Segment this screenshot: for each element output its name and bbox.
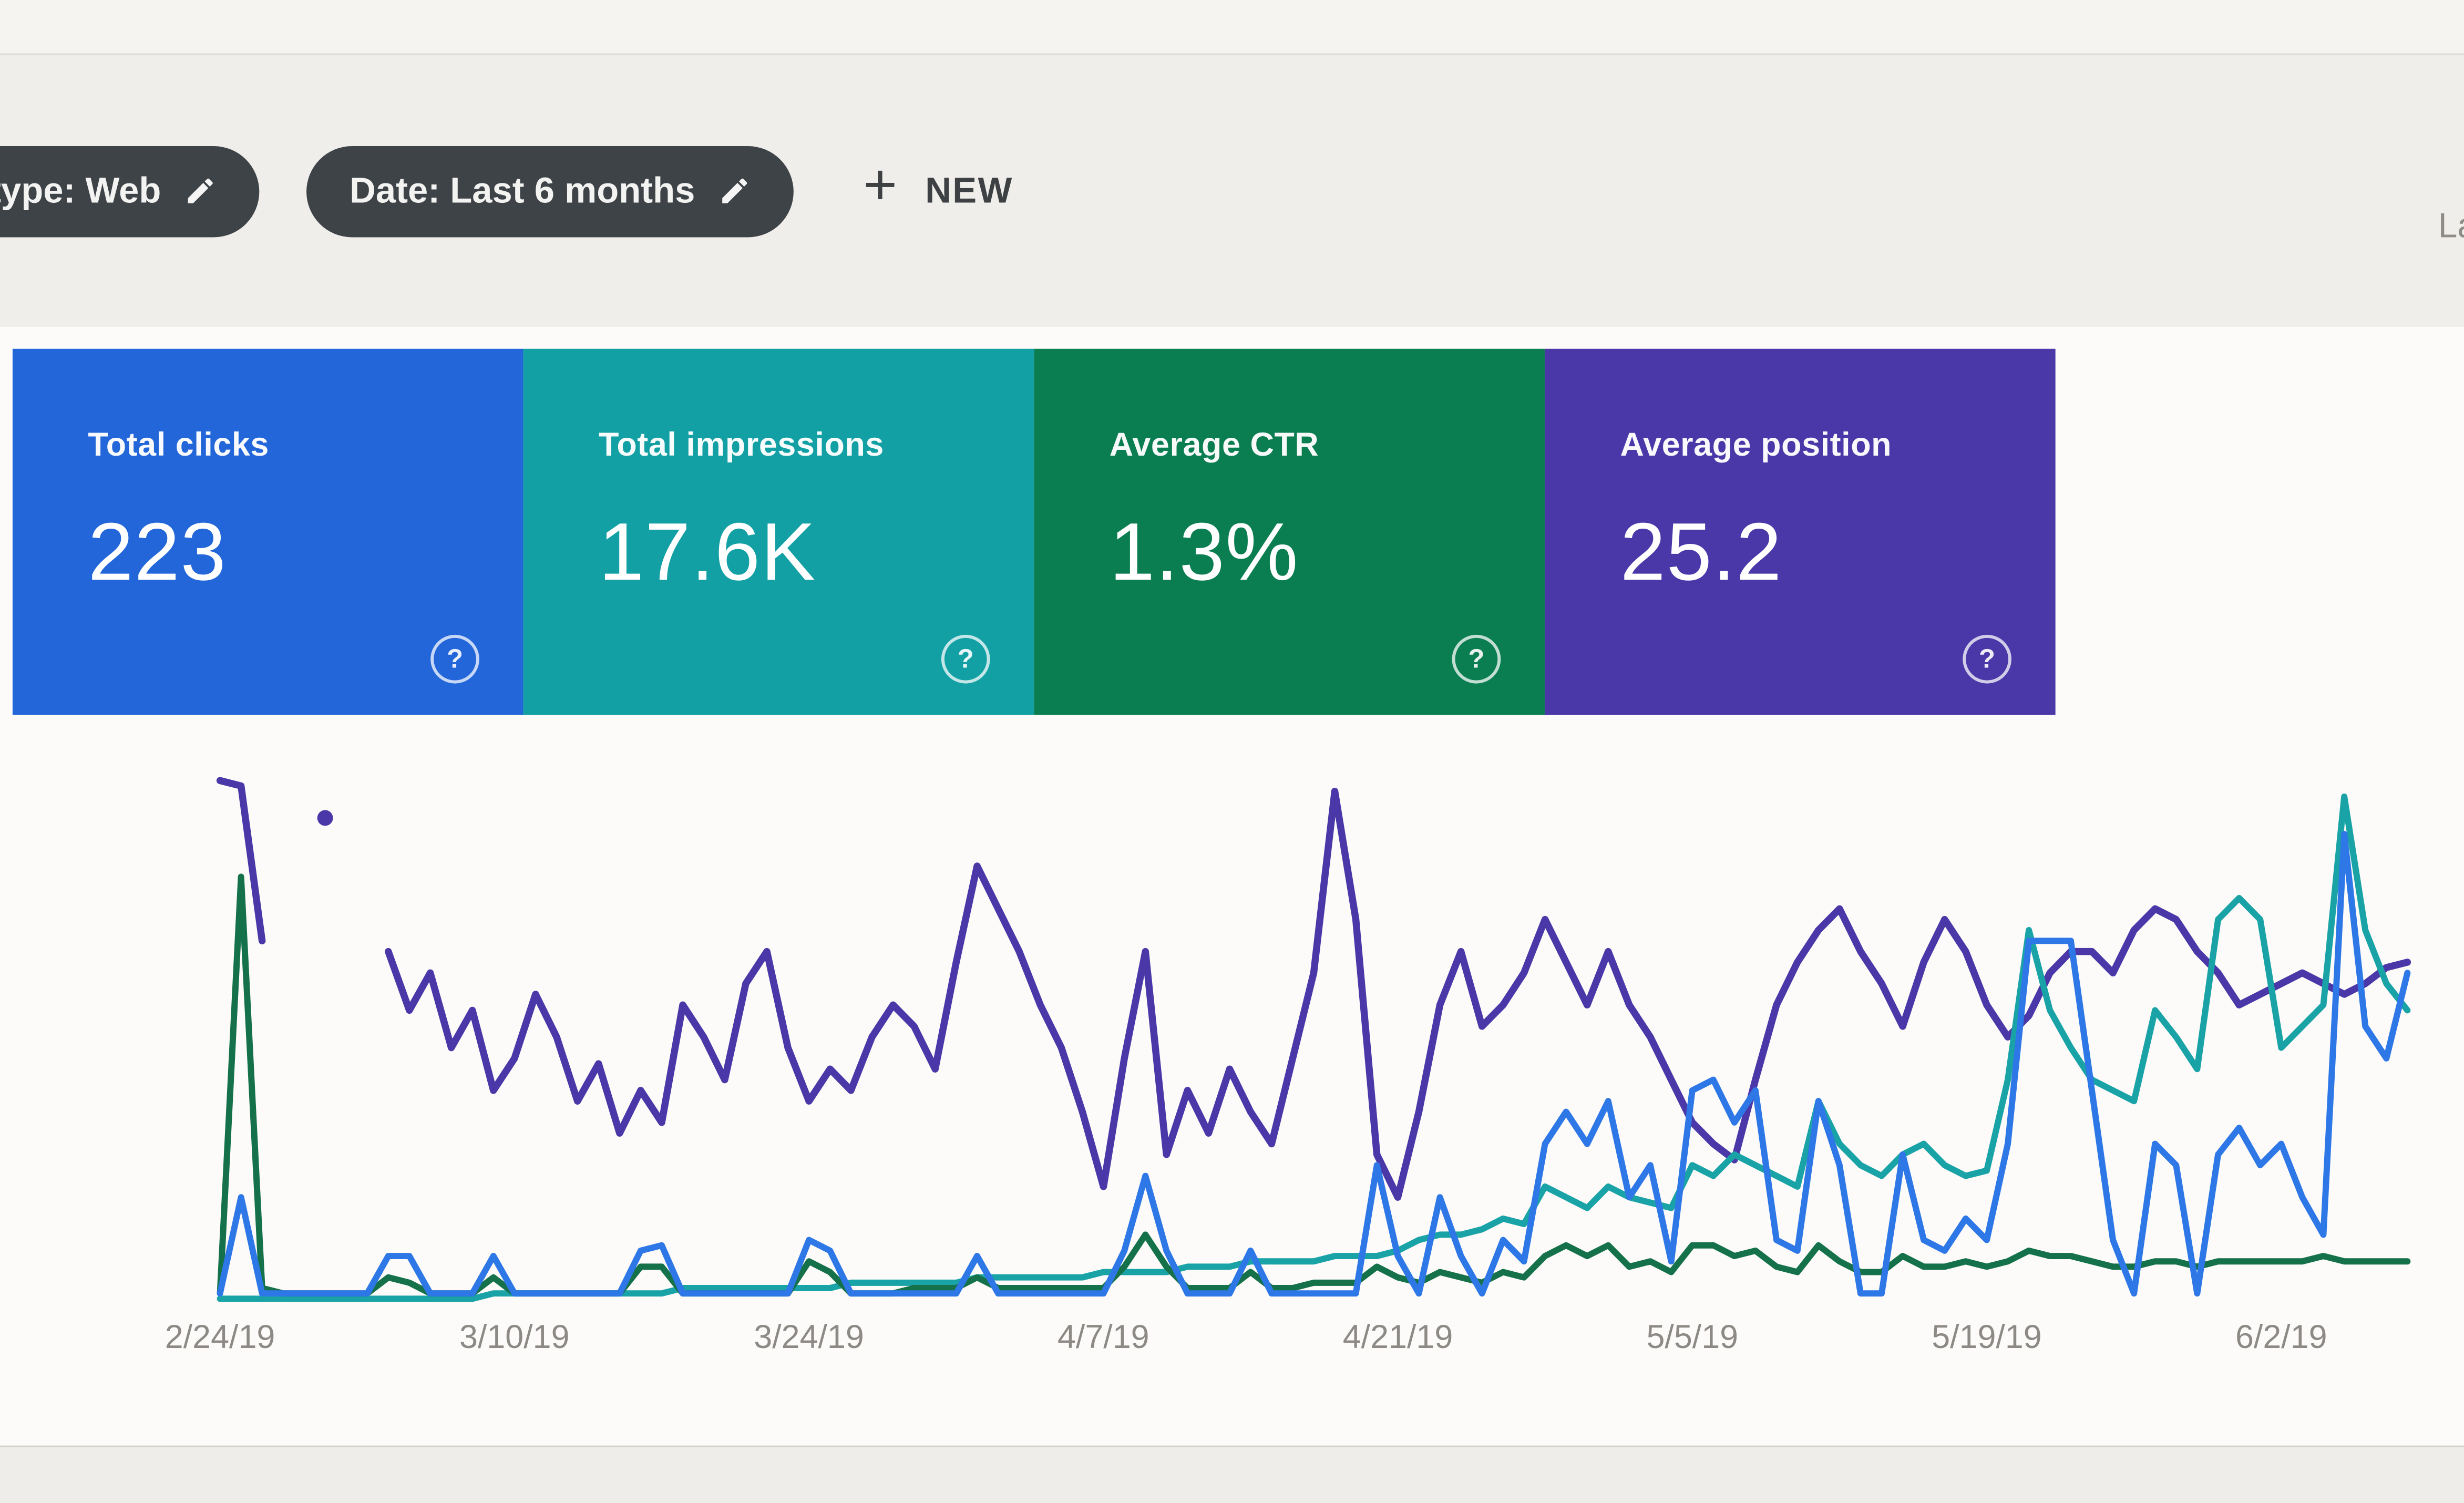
- metric-value: 223: [88, 507, 227, 599]
- metric-cards: Total clicks 223 Total impressions 17.6K…: [12, 348, 2464, 715]
- metric-label: Average CTR: [1109, 427, 1319, 464]
- pencil-icon[interactable]: [718, 174, 752, 208]
- question-circle-icon[interactable]: [1963, 634, 2011, 684]
- series-clicks-line: [217, 831, 2411, 1297]
- series-position-line: [216, 777, 266, 945]
- x-axis-label: 3/10/19: [459, 1320, 570, 1356]
- filter-chip-label: type: Web: [0, 169, 161, 211]
- metric-card-total-impressions[interactable]: Total impressions 17.6K: [523, 348, 1034, 715]
- series-ctr-line: [217, 873, 2411, 1297]
- metric-label: Total clicks: [88, 427, 269, 464]
- x-axis-label: 4/21/19: [1342, 1320, 1453, 1356]
- metric-value: 25.2: [1620, 507, 1783, 599]
- question-circle-icon[interactable]: [941, 634, 990, 684]
- series-position-line: [385, 787, 2411, 1201]
- metric-card-total-clicks[interactable]: Total clicks 223: [12, 348, 523, 715]
- page-bottom-margin: [0, 1447, 2464, 1503]
- x-axis-label: 5/19/19: [1932, 1320, 2042, 1356]
- question-circle-icon[interactable]: [1452, 634, 1501, 684]
- chart-canvas[interactable]: [0, 715, 2464, 1445]
- metric-label: Average position: [1620, 427, 1892, 464]
- x-axis-label: 2/24/19: [165, 1320, 275, 1356]
- question-circle-icon[interactable]: [430, 634, 479, 684]
- x-axis-label: 4/7/19: [1057, 1320, 1149, 1356]
- metric-card-average-ctr[interactable]: Average CTR 1.3%: [1034, 348, 1545, 715]
- metric-card-average-position[interactable]: Average position 25.2: [1544, 348, 2056, 715]
- x-axis-label: 5/5/19: [1646, 1320, 1739, 1356]
- series-impressions-line: [217, 793, 2411, 1302]
- metric-value: 17.6K: [599, 507, 816, 599]
- top-strip: [0, 0, 2464, 55]
- filter-chip-search-type[interactable]: type: Web: [0, 145, 260, 236]
- pencil-icon[interactable]: [184, 174, 218, 208]
- new-filter-label: NEW: [925, 169, 1013, 211]
- x-axis-label: 3/24/19: [754, 1320, 864, 1356]
- clipped-right-text: La: [2438, 205, 2464, 245]
- performance-chart[interactable]: 2/24/19 3/10/19 3/24/19 4/7/19 4/21/19 5/5/19…: [0, 715, 2464, 1445]
- metric-label: Total impressions: [599, 427, 884, 464]
- new-filter-button[interactable]: NEW: [854, 167, 1022, 214]
- x-axis-label: 6/2/19: [2235, 1320, 2327, 1356]
- performance-panel: Total clicks 223 Total impressions 17.6K…: [0, 326, 2464, 1447]
- filter-bar: type: Web Date: Last 6 months NEW La: [0, 55, 2464, 328]
- series-position-point: [317, 810, 333, 826]
- filter-chip-date[interactable]: Date: Last 6 months: [307, 145, 794, 236]
- metric-value: 1.3%: [1109, 507, 1299, 599]
- plus-icon: [863, 169, 898, 213]
- filter-chip-label: Date: Last 6 months: [350, 169, 695, 211]
